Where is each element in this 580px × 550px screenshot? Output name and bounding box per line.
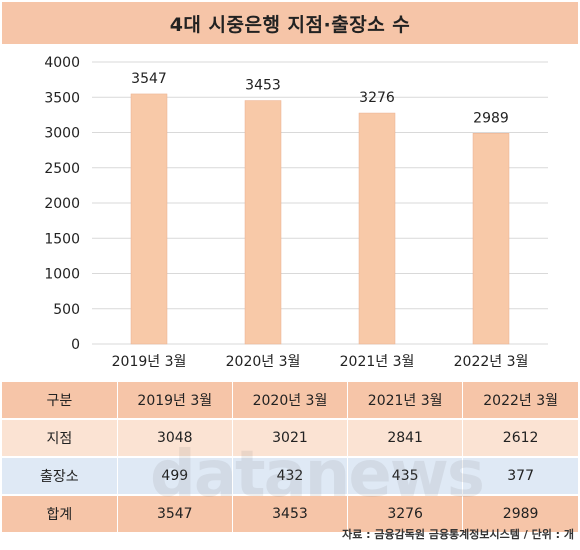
table-cell: 3453	[232, 495, 349, 534]
chart-title: 4대 시중은행 지점·출장소 수	[169, 13, 411, 36]
x-tick-label: 2022년 3월	[454, 354, 529, 370]
data-label: 3276	[359, 90, 395, 106]
table-row-total: 합계 3547 3453 3276 2989	[2, 495, 578, 534]
chart-title-bar: 4대 시중은행 지점·출장소 수	[2, 2, 578, 44]
data-label: 2989	[473, 110, 509, 126]
bar-chart: 0 500 1000 1500 2000 2500 3000 3500 4000 3547 2019…	[44, 55, 548, 370]
table-header-cell: 구분	[2, 382, 118, 420]
y-tick-label: 1500	[44, 231, 80, 247]
y-tick-label: 2000	[44, 196, 80, 212]
bar	[244, 100, 282, 345]
data-label: 3453	[245, 78, 281, 94]
data-table: 구분 2019년 3월 2020년 3월 2021년 3월 2022년 3월 지…	[2, 382, 578, 534]
x-tick-label: 2020년 3월	[226, 354, 301, 370]
y-tick-label: 0	[71, 337, 80, 353]
row-label: 합계	[2, 495, 118, 534]
table-header-cell: 2021년 3월	[347, 382, 464, 420]
bar	[472, 133, 510, 345]
table-cell: 2989	[462, 495, 578, 534]
table-cell: 2612	[462, 419, 578, 458]
table-cell: 435	[347, 457, 464, 496]
table-cell: 2841	[347, 419, 464, 458]
table-cell: 499	[117, 457, 233, 496]
table-cell: 3547	[117, 495, 233, 534]
bar	[358, 112, 396, 345]
table-row-branches: 지점 3048 3021 2841 2612	[2, 419, 578, 458]
bar	[130, 93, 168, 345]
table-cell: 432	[232, 457, 349, 496]
x-tick-label: 2021년 3월	[340, 354, 415, 370]
table-cell: 3048	[117, 419, 233, 458]
data-label: 3547	[131, 71, 167, 87]
table-row-offices: 출장소 499 432 435 377	[2, 457, 578, 496]
y-tick-label: 3500	[44, 90, 80, 106]
y-tick-label: 2500	[44, 161, 80, 177]
table-header-cell: 2020년 3월	[232, 382, 349, 420]
table-cell: 377	[462, 457, 578, 496]
y-tick-label: 500	[53, 302, 80, 318]
row-label: 출장소	[2, 457, 118, 496]
row-label: 지점	[2, 419, 118, 458]
y-tick-label: 4000	[44, 55, 80, 71]
table-header-row: 구분 2019년 3월 2020년 3월 2021년 3월 2022년 3월	[2, 382, 578, 420]
x-tick-label: 2019년 3월	[112, 354, 187, 370]
source-note: 자료 : 금융감독원 금융통계정보시스템 / 단위 : 개	[342, 528, 574, 541]
y-tick-label: 3000	[44, 126, 80, 142]
table-header-cell: 2022년 3월	[462, 382, 578, 420]
table-header-cell: 2019년 3월	[117, 382, 233, 420]
table-cell: 3021	[232, 419, 349, 458]
table-cell: 3276	[347, 495, 464, 534]
y-tick-label: 1000	[44, 267, 80, 283]
